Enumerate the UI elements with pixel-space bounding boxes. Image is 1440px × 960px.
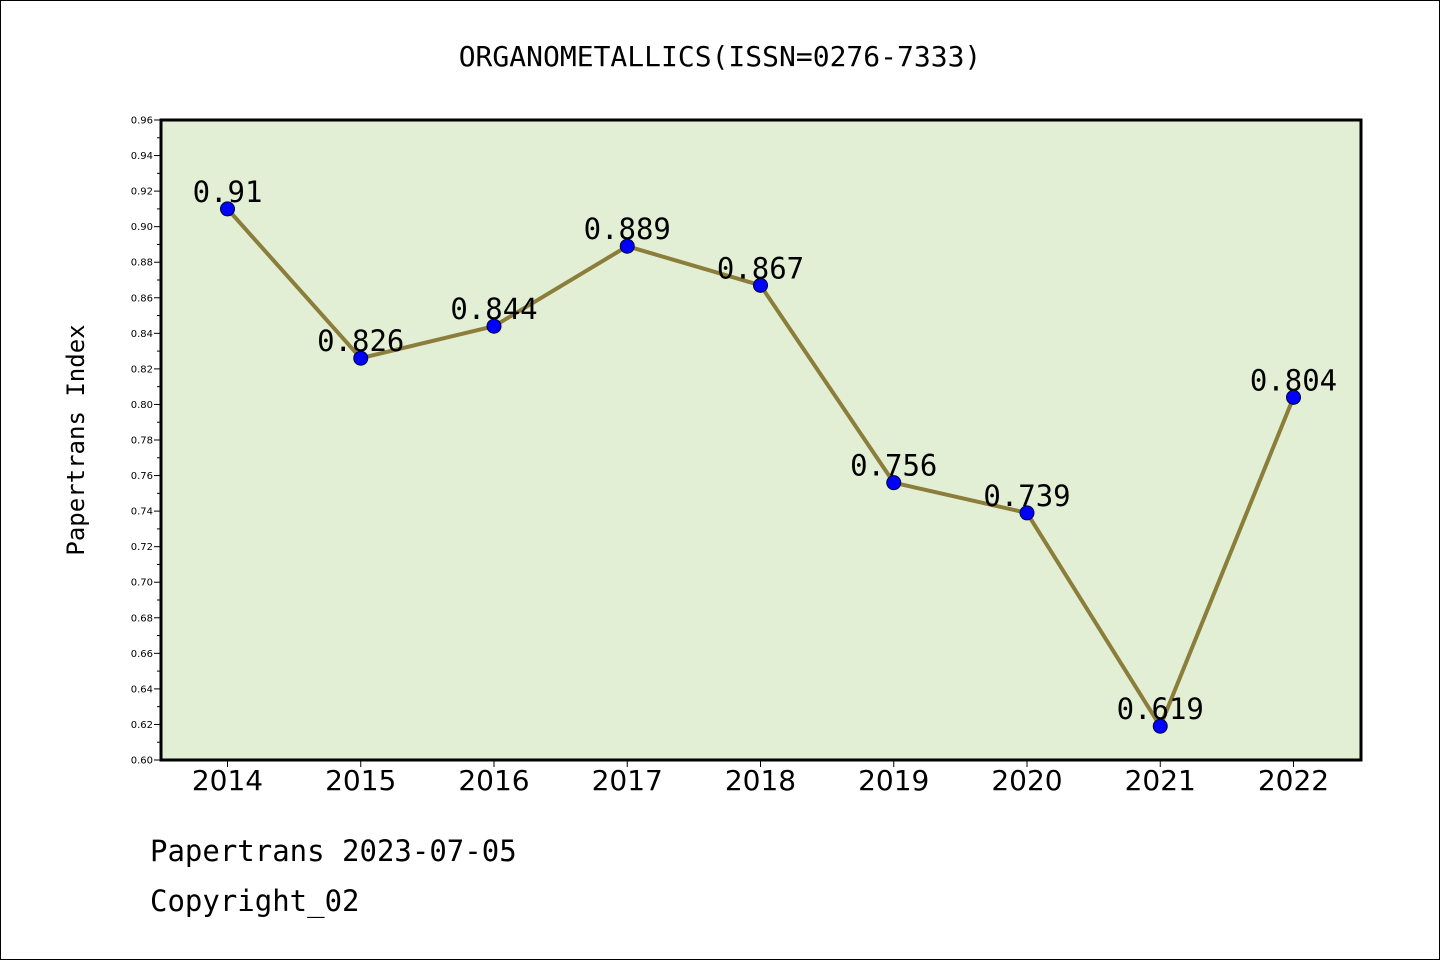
series-layer: 0.91 0.826 0.844 0.889 0.867 0.756 0.739 0.619 0… — [193, 175, 1337, 734]
x-tick-label: 2018 — [725, 764, 796, 797]
y-tick-label: 0.92 — [131, 187, 153, 198]
data-point-marker — [1019, 505, 1035, 521]
data-point-marker — [753, 277, 768, 293]
data-label: 0.826 — [317, 324, 404, 358]
y-tick-label: 0.96 — [131, 116, 153, 127]
data-point-marker — [886, 475, 902, 491]
y-tick-label: 0.64 — [131, 684, 153, 695]
plot-border — [159, 118, 1363, 762]
data-point-marker — [1286, 389, 1301, 405]
y-tick-label: 0.86 — [131, 293, 153, 304]
data-label: 0.619 — [1117, 692, 1204, 726]
x-tick-label: 2017 — [592, 764, 663, 797]
y-tick-label: 0.90 — [131, 222, 153, 233]
y-tick-label: 0.78 — [131, 436, 153, 447]
x-tick-label: 2014 — [192, 764, 263, 797]
y-tick-label: 0.76 — [131, 471, 153, 482]
plot-area — [161, 120, 1361, 760]
y-tick-label: 0.80 — [131, 400, 153, 411]
x-tick-label: 2021 — [1125, 764, 1196, 797]
data-point-marker — [486, 318, 502, 334]
data-label: 0.739 — [983, 479, 1070, 513]
x-tick-label: 2016 — [458, 764, 529, 797]
data-label: 0.804 — [1250, 363, 1337, 397]
data-point-marker — [1152, 718, 1168, 734]
x-tick-label: 2020 — [991, 764, 1062, 797]
footer-copyright: Copyright_02 — [150, 884, 360, 918]
y-tick-label: 0.60 — [131, 756, 153, 767]
y-tick-label: 0.74 — [131, 507, 153, 518]
y-tick-label: 0.62 — [131, 720, 153, 731]
y-tick-label: 0.94 — [131, 151, 153, 162]
chart-title: ORGANOMETALLICS(ISSN=0276-7333) — [459, 40, 982, 73]
y-tick-label: 0.66 — [131, 649, 153, 660]
data-label: 0.889 — [584, 212, 671, 246]
data-label: 0.844 — [450, 292, 537, 326]
data-point-marker — [619, 238, 635, 254]
y-tick-label: 0.72 — [131, 542, 153, 553]
data-point-marker — [220, 201, 235, 217]
x-tick-label: 2015 — [325, 764, 396, 797]
y-tick-label: 0.82 — [131, 364, 153, 375]
y-axis-ticks: 0.60 0.62 0.64 0.66 0.68 0.70 0.72 0.74 0.76 0.78… — [131, 116, 161, 767]
x-axis-ticks: 2014 2015 2016 2017 2018 2019 2020 2021 2022 — [192, 760, 1329, 797]
data-label: 0.867 — [717, 251, 804, 285]
x-tick-label: 2022 — [1258, 764, 1329, 797]
y-tick-label: 0.88 — [131, 258, 153, 269]
y-tick-label: 0.84 — [131, 329, 153, 340]
data-label: 0.91 — [193, 175, 263, 209]
data-point-marker — [353, 350, 369, 366]
y-axis-label: Papertrans Index — [62, 324, 90, 555]
x-tick-label: 2019 — [858, 764, 929, 797]
footer-date: Papertrans 2023-07-05 — [150, 834, 517, 868]
y-tick-label: 0.68 — [131, 613, 153, 624]
y-tick-label: 0.70 — [131, 578, 153, 589]
data-label: 0.756 — [850, 449, 937, 483]
